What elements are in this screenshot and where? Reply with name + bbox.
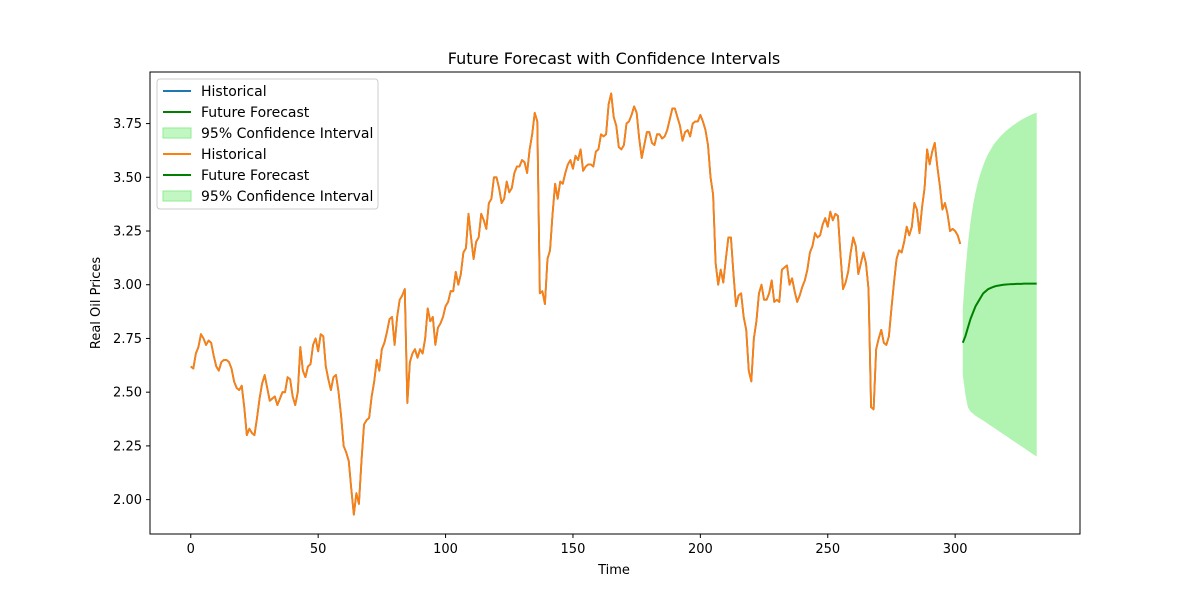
- x-tick-label: 250: [815, 542, 840, 557]
- y-tick-label: 3.00: [113, 278, 142, 293]
- y-tick-label: 2.25: [113, 439, 142, 454]
- forecast-line: [961, 282, 1037, 344]
- legend-label: Future Forecast: [201, 105, 310, 121]
- x-tick-label: 50: [310, 542, 327, 557]
- legend-label: 95% Confidence Interval: [201, 126, 373, 142]
- x-tick-label: 100: [433, 542, 458, 557]
- x-tick-label: 200: [688, 542, 713, 557]
- legend-box: [156, 78, 379, 210]
- historical-line-orange: [190, 92, 962, 516]
- legend: Historical Future Forecast 95% Confidence …: [156, 78, 379, 210]
- y-tick-label: 3.25: [113, 225, 142, 240]
- x-axis-label: Time: [597, 563, 630, 578]
- y-axis-label: Real Oil Prices: [89, 257, 104, 349]
- legend-label: Historical: [201, 84, 267, 100]
- y-axis: 2.00 2.25 2.50 2.75 3.00 3.25 3.50 3.75: [113, 117, 150, 508]
- y-tick-label: 2.00: [113, 493, 142, 508]
- legend-label: 95% Confidence Interval: [201, 189, 373, 205]
- plot-area-frame: [149, 71, 1081, 535]
- legend-label: Historical: [201, 147, 267, 163]
- legend-patch-swatch: [162, 127, 192, 139]
- y-tick-label: 3.50: [113, 171, 142, 186]
- y-tick-label: 2.50: [113, 386, 142, 401]
- x-tick-label: 0: [187, 542, 195, 557]
- series-lines-layer: [190, 92, 1037, 516]
- legend-label: Future Forecast: [201, 168, 310, 184]
- y-tick-label: 3.75: [113, 117, 142, 132]
- chart-title: Future Forecast with Confidence Interval…: [448, 49, 781, 68]
- legend-patch-swatch: [162, 190, 192, 202]
- x-tick-label: 300: [943, 542, 968, 557]
- y-tick-label: 2.75: [113, 332, 142, 347]
- x-tick-label: 150: [561, 542, 586, 557]
- x-axis: 0 50 100 150 200 250 300: [187, 534, 968, 557]
